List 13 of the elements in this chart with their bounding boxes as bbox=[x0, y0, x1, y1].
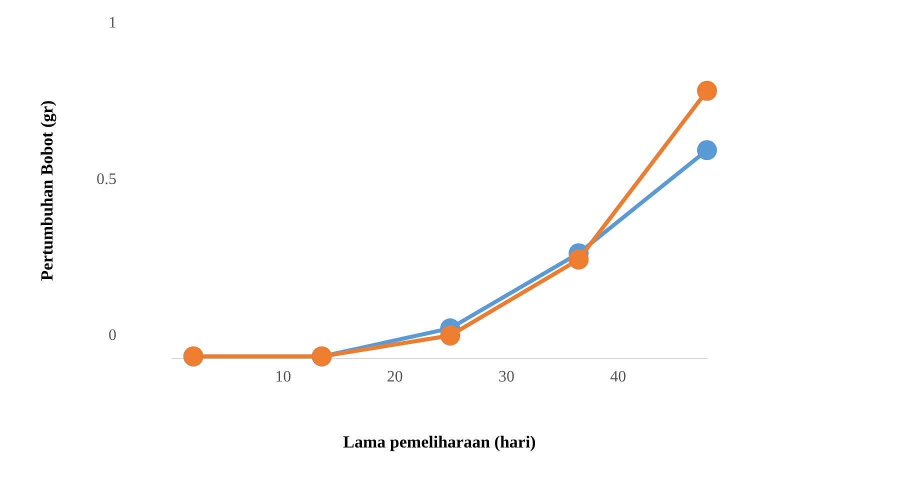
point bbox=[697, 140, 717, 160]
x-tick-label: 20 bbox=[386, 368, 403, 386]
x-tick-label: 30 bbox=[498, 368, 514, 386]
y-axis-title: Pertumbuhan Bobot (gr) bbox=[38, 100, 56, 281]
point bbox=[697, 80, 717, 101]
x-tick-label: 10 bbox=[275, 368, 292, 386]
y-tick-label: 1 bbox=[108, 14, 116, 32]
x-tick-label: 40 bbox=[610, 368, 626, 386]
point bbox=[440, 326, 460, 346]
y-tick-label: 0 bbox=[108, 327, 116, 344]
point bbox=[568, 250, 589, 270]
x-axis-title: Lama pemeliharaan (hari) bbox=[343, 432, 536, 452]
y-tick-label: 0.5 bbox=[96, 170, 116, 188]
